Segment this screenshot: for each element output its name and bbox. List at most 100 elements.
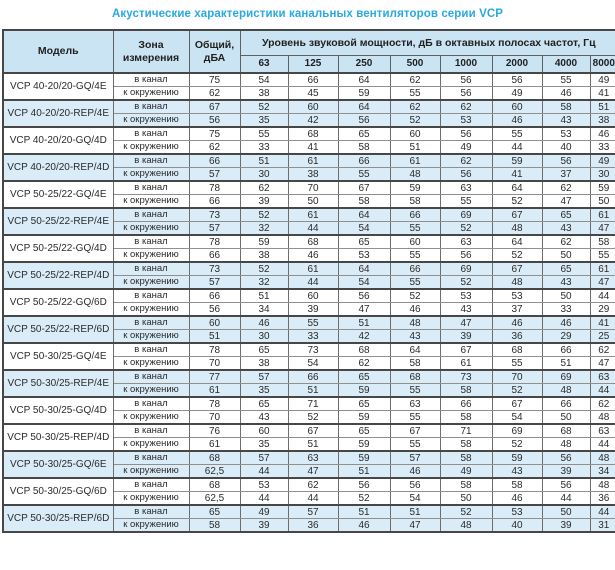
band-level-cell-8000: 47 (589, 221, 615, 236)
band-level-cell-8000: 61 (589, 261, 615, 276)
model-name-cell: VCP 50-25/22-GQ/4D (2, 234, 114, 263)
band-level-cell-2000: 52 (491, 437, 543, 452)
band-level-cell-125: 51 (287, 383, 339, 398)
band-level-cell-125: 60 (287, 99, 339, 114)
band-level-cell-8000: 44 (589, 504, 615, 519)
band-level-cell-1000: 69 (439, 261, 493, 276)
total-dba-cell: 78 (188, 234, 241, 249)
band-level-cell-500: 60 (389, 126, 441, 141)
band-level-cell-250: 56 (337, 477, 391, 492)
band-level-cell-8000: 47 (589, 356, 615, 371)
table-row: к окружению 57 32 44 54 55 52 48 43 47 (3, 275, 615, 290)
band-level-cell-8000: 48 (589, 410, 615, 425)
band-level-cell-4000: 62 (541, 180, 591, 195)
band-level-cell-63: 39 (239, 518, 289, 533)
band-level-cell-250: 59 (337, 437, 391, 452)
zone-cell: в канал (112, 504, 190, 519)
band-level-cell-125: 52 (287, 410, 339, 425)
band-level-cell-500: 55 (389, 248, 441, 263)
band-level-cell-125: 61 (287, 153, 339, 168)
table-row: VCP 40-20/20-GQ/4E в канал 75 54 66 64 62 56 56 5… (2, 72, 615, 101)
table-body: VCP 40-20/20-GQ/4E в канал 75 54 66 64 62 56 56 5… (2, 72, 615, 533)
band-level-cell-500: 54 (389, 491, 441, 506)
zone-cell: в канал (112, 477, 190, 492)
band-level-cell-250: 59 (337, 383, 391, 398)
band-level-cell-8000: 49 (589, 153, 615, 168)
band-level-cell-250: 56 (337, 288, 391, 303)
band-level-cell-63: 62 (239, 180, 289, 195)
band-level-cell-125: 73 (287, 342, 339, 357)
total-dba-cell: 70 (188, 356, 241, 371)
zone-cell: к окружению (112, 518, 190, 533)
band-level-cell-63: 52 (239, 99, 289, 114)
zone-cell: в канал (112, 234, 190, 249)
band-level-cell-63: 55 (239, 126, 289, 141)
zone-cell: в канал (112, 207, 190, 222)
band-level-cell-125: 45 (287, 86, 339, 101)
band-level-cell-63: 57 (239, 369, 289, 384)
band-level-cell-2000: 36 (491, 329, 543, 344)
band-level-cell-2000: 52 (491, 248, 543, 263)
total-dba-cell: 56 (188, 302, 241, 317)
band-level-cell-1000: 69 (439, 207, 493, 222)
model-name-cell: VCP 50-30/25-REP/4E (2, 369, 114, 398)
col-header-model: Модель (2, 29, 114, 74)
col-header-freq-125: 125 (287, 54, 339, 74)
band-level-cell-4000: 46 (541, 315, 591, 330)
band-level-cell-1000: 49 (439, 464, 493, 479)
band-level-cell-250: 65 (337, 396, 391, 411)
band-level-cell-1000: 67 (439, 342, 493, 357)
zone-cell: к окружению (112, 140, 190, 155)
acoustic-table: Модель Зона измерения Общий, дБА Уровень… (2, 29, 615, 533)
band-level-cell-1000: 62 (439, 153, 493, 168)
band-level-cell-8000: 48 (589, 450, 615, 465)
band-level-cell-2000: 67 (491, 396, 543, 411)
band-level-cell-500: 51 (389, 140, 441, 155)
col-header-spectrum: Уровень звуковой мощности, дБ в октавных… (239, 29, 615, 56)
band-level-cell-2000: 48 (491, 275, 543, 290)
band-level-cell-4000: 66 (541, 342, 591, 357)
table-row: к окружению 70 38 54 62 58 61 55 51 47 (3, 356, 615, 371)
total-dba-cell: 60 (188, 315, 241, 330)
zone-cell: в канал (112, 450, 190, 465)
table-row: к окружению 62,5 44 44 52 54 50 46 44 36 (3, 491, 615, 506)
band-level-cell-2000: 67 (491, 207, 543, 222)
band-level-cell-250: 59 (337, 86, 391, 101)
band-level-cell-1000: 53 (439, 113, 493, 128)
band-level-cell-2000: 53 (491, 504, 543, 519)
band-level-cell-63: 34 (239, 302, 289, 317)
band-level-cell-250: 65 (337, 234, 391, 249)
band-level-cell-2000: 56 (491, 72, 543, 87)
band-level-cell-1000: 49 (439, 140, 493, 155)
band-level-cell-2000: 46 (491, 491, 543, 506)
band-level-cell-2000: 58 (491, 477, 543, 492)
band-level-cell-125: 38 (287, 167, 339, 182)
band-level-cell-63: 52 (239, 261, 289, 276)
band-level-cell-250: 59 (337, 410, 391, 425)
band-level-cell-4000: 50 (541, 248, 591, 263)
band-level-cell-2000: 64 (491, 234, 543, 249)
total-dba-cell: 61 (188, 437, 241, 452)
band-level-cell-8000: 58 (589, 234, 615, 249)
band-level-cell-4000: 56 (541, 477, 591, 492)
band-level-cell-125: 39 (287, 302, 339, 317)
band-level-cell-500: 46 (389, 464, 441, 479)
band-level-cell-500: 67 (389, 423, 441, 438)
band-level-cell-500: 62 (389, 72, 441, 87)
band-level-cell-1000: 39 (439, 329, 493, 344)
band-level-cell-4000: 68 (541, 423, 591, 438)
band-level-cell-2000: 69 (491, 423, 543, 438)
table-row: VCP 50-30/25-GQ/4D в канал 78 65 71 65 63 66 67 6… (2, 396, 615, 425)
band-level-cell-125: 44 (287, 491, 339, 506)
total-dba-cell: 67 (188, 99, 241, 114)
band-level-cell-500: 55 (389, 221, 441, 236)
band-level-cell-63: 38 (239, 86, 289, 101)
band-level-cell-4000: 66 (541, 396, 591, 411)
band-level-cell-4000: 43 (541, 221, 591, 236)
band-level-cell-4000: 58 (541, 99, 591, 114)
band-level-cell-250: 64 (337, 207, 391, 222)
total-dba-cell: 62 (188, 86, 241, 101)
model-name-cell: VCP 50-25/22-GQ/4E (2, 180, 114, 209)
total-dba-cell: 78 (188, 342, 241, 357)
band-level-cell-2000: 49 (491, 86, 543, 101)
